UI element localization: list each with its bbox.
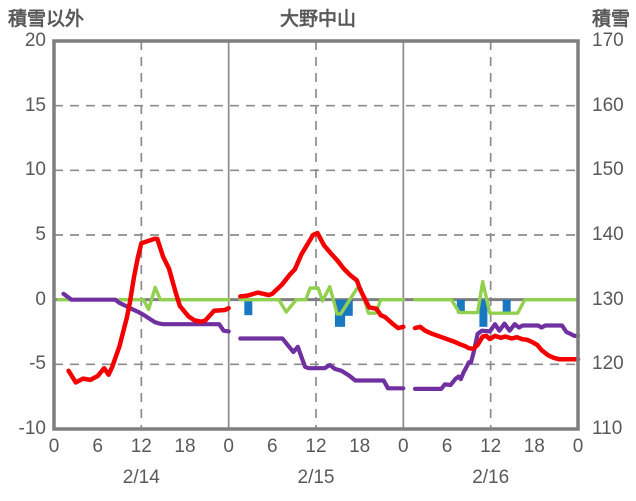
precip-bar xyxy=(479,299,488,327)
right-axis-tick: 160 xyxy=(592,94,624,116)
left-axis-tick: 20 xyxy=(24,30,46,51)
right-axis-tick: 130 xyxy=(592,288,624,310)
date-label: 2/15 xyxy=(297,467,335,488)
x-axis-tick: 6 xyxy=(267,436,278,457)
x-axis-tick: 0 xyxy=(48,436,60,457)
right-axis-title: 積雪 xyxy=(591,9,630,30)
x-axis-tick: 12 xyxy=(480,436,502,457)
right-axis-tick: 120 xyxy=(592,353,624,375)
left-axis-tick: -5 xyxy=(29,353,46,375)
precip-bar xyxy=(456,299,465,314)
red-line xyxy=(66,230,581,385)
x-axis-tick: 0 xyxy=(398,436,409,457)
precip-bar xyxy=(244,299,253,316)
x-axis-tick: 18 xyxy=(174,436,196,457)
left-axis-tick: 5 xyxy=(35,224,46,245)
x-axis-tick: 18 xyxy=(349,436,371,457)
left-axis-tick: -10 xyxy=(18,418,46,439)
precip-bar xyxy=(344,299,353,316)
x-axis-tick: 6 xyxy=(92,436,103,457)
precip-bar xyxy=(502,299,511,313)
purple-line xyxy=(61,291,581,391)
x-axis-tick: 0 xyxy=(223,436,234,457)
x-axis-tick: 12 xyxy=(130,436,152,457)
right-axis-tick: 150 xyxy=(592,159,624,181)
chart-title: 大野中山 xyxy=(279,9,357,30)
right-axis-tick: 110 xyxy=(592,418,623,439)
left-axis-tick: 15 xyxy=(24,94,46,116)
right-axis-tick: 170 xyxy=(592,30,624,51)
left-axis-tick: 10 xyxy=(24,159,46,181)
x-axis-tick: 0 xyxy=(572,436,584,457)
plot-border xyxy=(52,39,580,431)
left-axis-title: 積雪以外 xyxy=(8,9,85,30)
x-axis-tick: 18 xyxy=(523,436,545,457)
x-axis-tick: 6 xyxy=(441,436,453,457)
right-axis-tick: 140 xyxy=(592,224,624,245)
date-label: 2/14 xyxy=(122,467,160,488)
x-axis-tick: 12 xyxy=(305,436,327,457)
date-label: 2/16 xyxy=(472,467,510,488)
left-axis-tick: 0 xyxy=(35,288,46,310)
